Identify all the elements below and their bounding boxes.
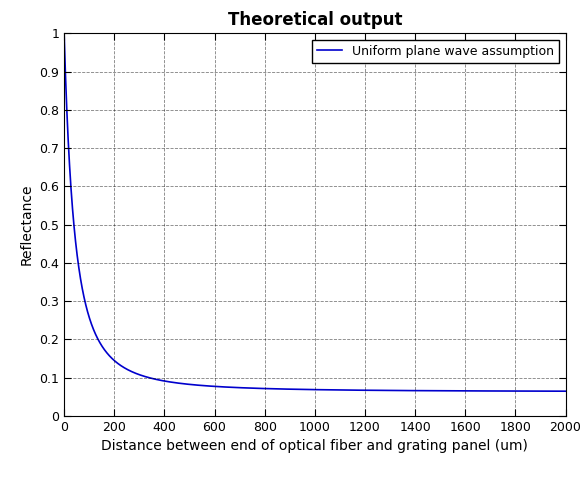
Y-axis label: Reflectance: Reflectance [20, 184, 34, 265]
Uniform plane wave assumption [562, 388, 569, 394]
Uniform plane wave assumption [82, 298, 89, 304]
Uniform plane wave assumption [535, 388, 542, 394]
Uniform plane wave assumption [61, 31, 68, 36]
Legend: Uniform plane wave assumption: Uniform plane wave assumption [312, 40, 559, 63]
Title: Theoretical output: Theoretical output [227, 11, 402, 29]
Uniform plane wave assumption [305, 387, 312, 392]
Uniform plane wave assumption [90, 328, 97, 334]
Uniform plane wave assumption [159, 378, 166, 383]
Line: Uniform plane wave assumption: Uniform plane wave assumption [64, 33, 566, 391]
X-axis label: Distance between end of optical fiber and grating panel (um): Distance between end of optical fiber an… [101, 439, 528, 453]
Uniform plane wave assumption [63, 97, 70, 102]
